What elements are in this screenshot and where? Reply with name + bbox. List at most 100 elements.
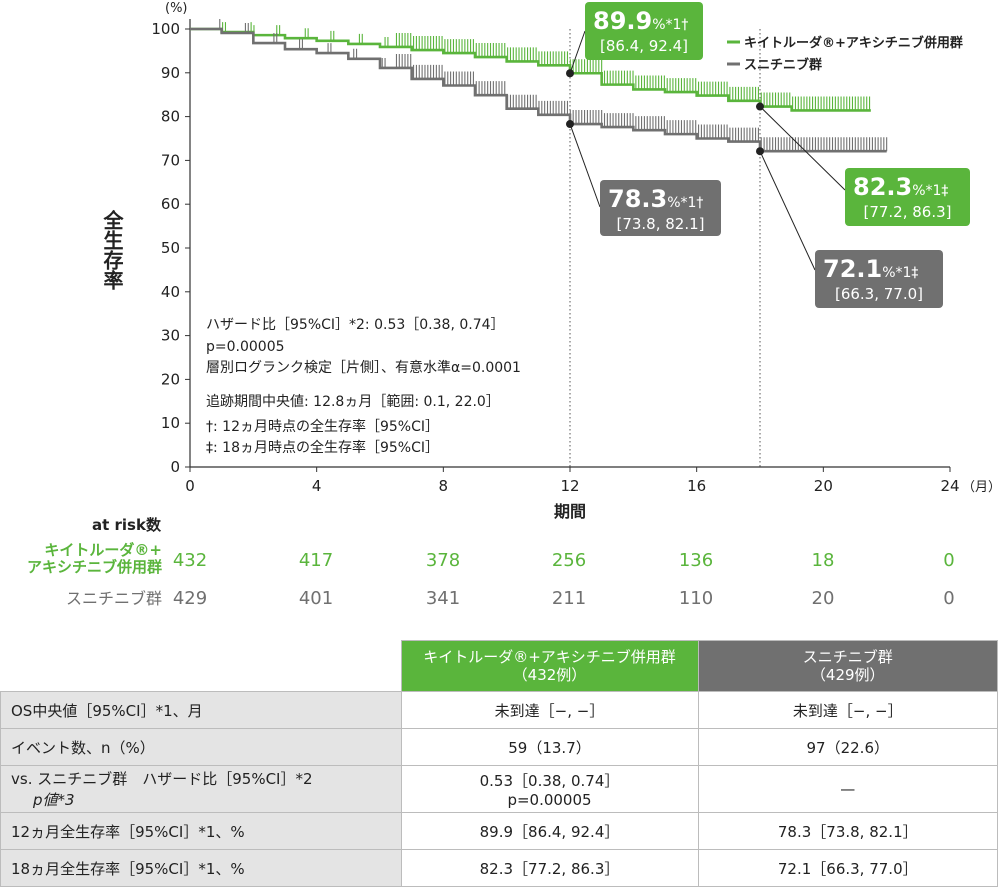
- at-risk-value: 429: [172, 588, 208, 609]
- censor-marks: [219, 19, 888, 152]
- stats-text-line: †: 12ヵ月時点の全生存率［95%CI］: [206, 418, 439, 435]
- annotation-value: 78.3%*1†: [608, 185, 703, 213]
- y-axis-title: 全生存率: [100, 209, 124, 291]
- table-cell-sunitinib: —: [697, 765, 998, 813]
- at-risk-row-combo: キイトルーダ®+ アキシチニブ併用群 432 417 378 256 136 1…: [0, 540, 1000, 580]
- km-chart: 0 10 20 30 40 50 60 70 80 90 100 0 4 8 12 16 20 24 (%) （月） 期…: [100, 1, 1000, 520]
- annotation-ci: [86.4, 92.4]: [600, 37, 688, 55]
- km-curve-combo: [190, 27, 871, 112]
- at-risk-value: 256: [551, 550, 587, 571]
- x-axis-title: 期間: [554, 502, 586, 520]
- table-row: 12ヵ月全生存率［95%CI］*1、% 89.9［86.4, 92.4］ 78.…: [0, 812, 998, 850]
- y-tick-label: 90: [161, 64, 180, 82]
- y-tick-label: 40: [161, 283, 180, 301]
- x-tick-label: 8: [439, 477, 449, 495]
- table-row-label: 18ヵ月全生存率［95%CI］*1、%: [0, 849, 402, 887]
- stats-text-line: ハザード比［95%CI］*2: 0.53［0.38, 0.74］: [206, 317, 505, 333]
- table-header-sunitinib: スニチニブ群 （429例）: [697, 640, 998, 692]
- x-tick-label: 16: [687, 477, 706, 495]
- x-tick-label: 4: [312, 477, 322, 495]
- at-risk-label-combo-line1: キイトルーダ®+: [44, 541, 162, 559]
- y-unit-label: (%): [165, 1, 188, 16]
- legend-label: キイトルーダ®+アキシチニブ併用群: [744, 35, 963, 51]
- table-cell-sunitinib: 72.1［66.3, 77.0］: [697, 849, 998, 887]
- x-tick-label: 0: [185, 477, 195, 495]
- y-tick-label: 60: [161, 195, 180, 213]
- table-row-label-line2: p値*3: [33, 791, 75, 809]
- at-risk-value: 211: [551, 588, 587, 609]
- table-header-sunitinib-line2: （429例）: [810, 666, 885, 684]
- table-header-blank: [1, 641, 402, 692]
- table-row: イベント数、n（%） 59（13.7） 97（22.6）: [0, 728, 998, 766]
- annotation-leader: [759, 106, 846, 191]
- annotation-point: [756, 147, 764, 156]
- at-risk-label-combo: キイトルーダ®+ アキシチニブ併用群: [27, 542, 162, 576]
- at-risk-row-sunitinib: スニチニブ群 429 401 341 211 110 20 0: [0, 586, 1000, 626]
- annotation-leader: [569, 123, 601, 208]
- km-curve-sunitinib: [190, 27, 887, 153]
- at-risk-title: at risk数: [92, 516, 161, 534]
- legend-label: スニチニブ群: [744, 57, 822, 73]
- table-row: OS中央値［95%CI］*1、月 未到達［−, −］ 未到達［−, −］: [0, 691, 998, 729]
- x-tick-label: 20: [814, 477, 833, 495]
- annotation-point: [566, 69, 574, 78]
- annotation-ci: [73.8, 82.1]: [616, 215, 704, 233]
- annotation-ci: [66.3, 77.0]: [835, 285, 923, 303]
- table-cell-combo-line2: p=0.00005: [507, 790, 592, 809]
- annotation-ci: [77.2, 86.3]: [863, 203, 951, 221]
- table-row-label: 12ヵ月全生存率［95%CI］*1、%: [0, 812, 402, 850]
- x-unit-label: （月）: [962, 480, 1000, 495]
- table-cell-combo-line1: 0.53［0.38, 0.74］: [479, 771, 620, 790]
- table-row-label: イベント数、n（%）: [0, 728, 402, 766]
- table-row-label-line1: vs. スニチニブ群 ハザード比［95%CI］*2: [11, 770, 313, 788]
- table-cell-combo: 未到達［−, −］: [400, 691, 699, 729]
- annotation-value: 82.3%*1‡: [853, 173, 948, 201]
- stats-text-line: ‡: 18ヵ月時点の全生存率［95%CI］: [206, 439, 439, 456]
- annotation-leader: [569, 30, 586, 74]
- table-cell-combo: 82.3［77.2, 86.3］: [400, 849, 699, 887]
- table-header-combo: キイトルーダ®+アキシチニブ併用群 （432例）: [400, 640, 699, 692]
- x-tick-label: 12: [560, 477, 579, 495]
- y-tick-label: 30: [161, 327, 180, 345]
- at-risk-value: 136: [678, 550, 714, 571]
- table-row-label: vs. スニチニブ群 ハザード比［95%CI］*2 p値*3: [0, 765, 402, 813]
- os-summary-table: キイトルーダ®+アキシチニブ併用群 （432例） スニチニブ群 （429例） O…: [0, 640, 998, 887]
- x-tick-label: 24: [940, 477, 959, 495]
- at-risk-value: 20: [811, 588, 835, 609]
- at-risk-value: 18: [811, 550, 835, 571]
- annotation-point: [566, 120, 574, 129]
- y-tick-label: 100: [151, 20, 180, 38]
- table-cell-combo: 89.9［86.4, 92.4］: [400, 812, 699, 850]
- at-risk-value: 110: [678, 588, 714, 609]
- annotation-value: 89.9%*1†: [593, 7, 688, 35]
- table-header-row: キイトルーダ®+アキシチニブ併用群 （432例） スニチニブ群 （429例）: [1, 640, 998, 692]
- y-tick-label: 80: [161, 108, 180, 126]
- table-row: 18ヵ月全生存率［95%CI］*1、% 82.3［77.2, 86.3］ 72.…: [0, 849, 998, 887]
- table-cell-sunitinib: 未到達［−, −］: [697, 691, 998, 729]
- y-tick-label: 50: [161, 239, 180, 257]
- annotation-point: [756, 102, 764, 111]
- annotation-value: 72.1%*1‡: [823, 255, 918, 283]
- y-tick-label: 20: [161, 370, 180, 388]
- at-risk-label-sunitinib: スニチニブ群: [65, 589, 162, 608]
- table-row: vs. スニチニブ群 ハザード比［95%CI］*2 p値*3 0.53［0.38…: [0, 765, 998, 813]
- table-row-label: OS中央値［95%CI］*1、月: [0, 691, 402, 729]
- table-header-combo-line1: キイトルーダ®+アキシチニブ併用群: [423, 648, 676, 666]
- table-cell-sunitinib: 78.3［73.8, 82.1］: [697, 812, 998, 850]
- y-tick-label: 10: [161, 414, 180, 432]
- annotation-box: [585, 2, 703, 60]
- annotation-leader: [759, 150, 816, 271]
- table-cell-sunitinib: 97（22.6）: [697, 728, 998, 766]
- y-tick-label: 0: [170, 458, 180, 476]
- annotation-box: [815, 250, 943, 308]
- at-risk-value: 432: [172, 550, 208, 571]
- at-risk-value: 341: [425, 588, 461, 609]
- censor-marks: [222, 22, 871, 111]
- table-cell-combo: 59（13.7）: [400, 728, 699, 766]
- at-risk-value: 417: [298, 550, 334, 571]
- stats-text-line: 追跡期間中央値: 12.8ヵ月［範囲: 0.1, 22.0］: [206, 393, 500, 410]
- annotation-box: [600, 180, 721, 236]
- y-tick-label: 70: [161, 151, 180, 169]
- table-header-sunitinib-line1: スニチニブ群: [802, 648, 893, 666]
- at-risk-value: 0: [943, 588, 955, 609]
